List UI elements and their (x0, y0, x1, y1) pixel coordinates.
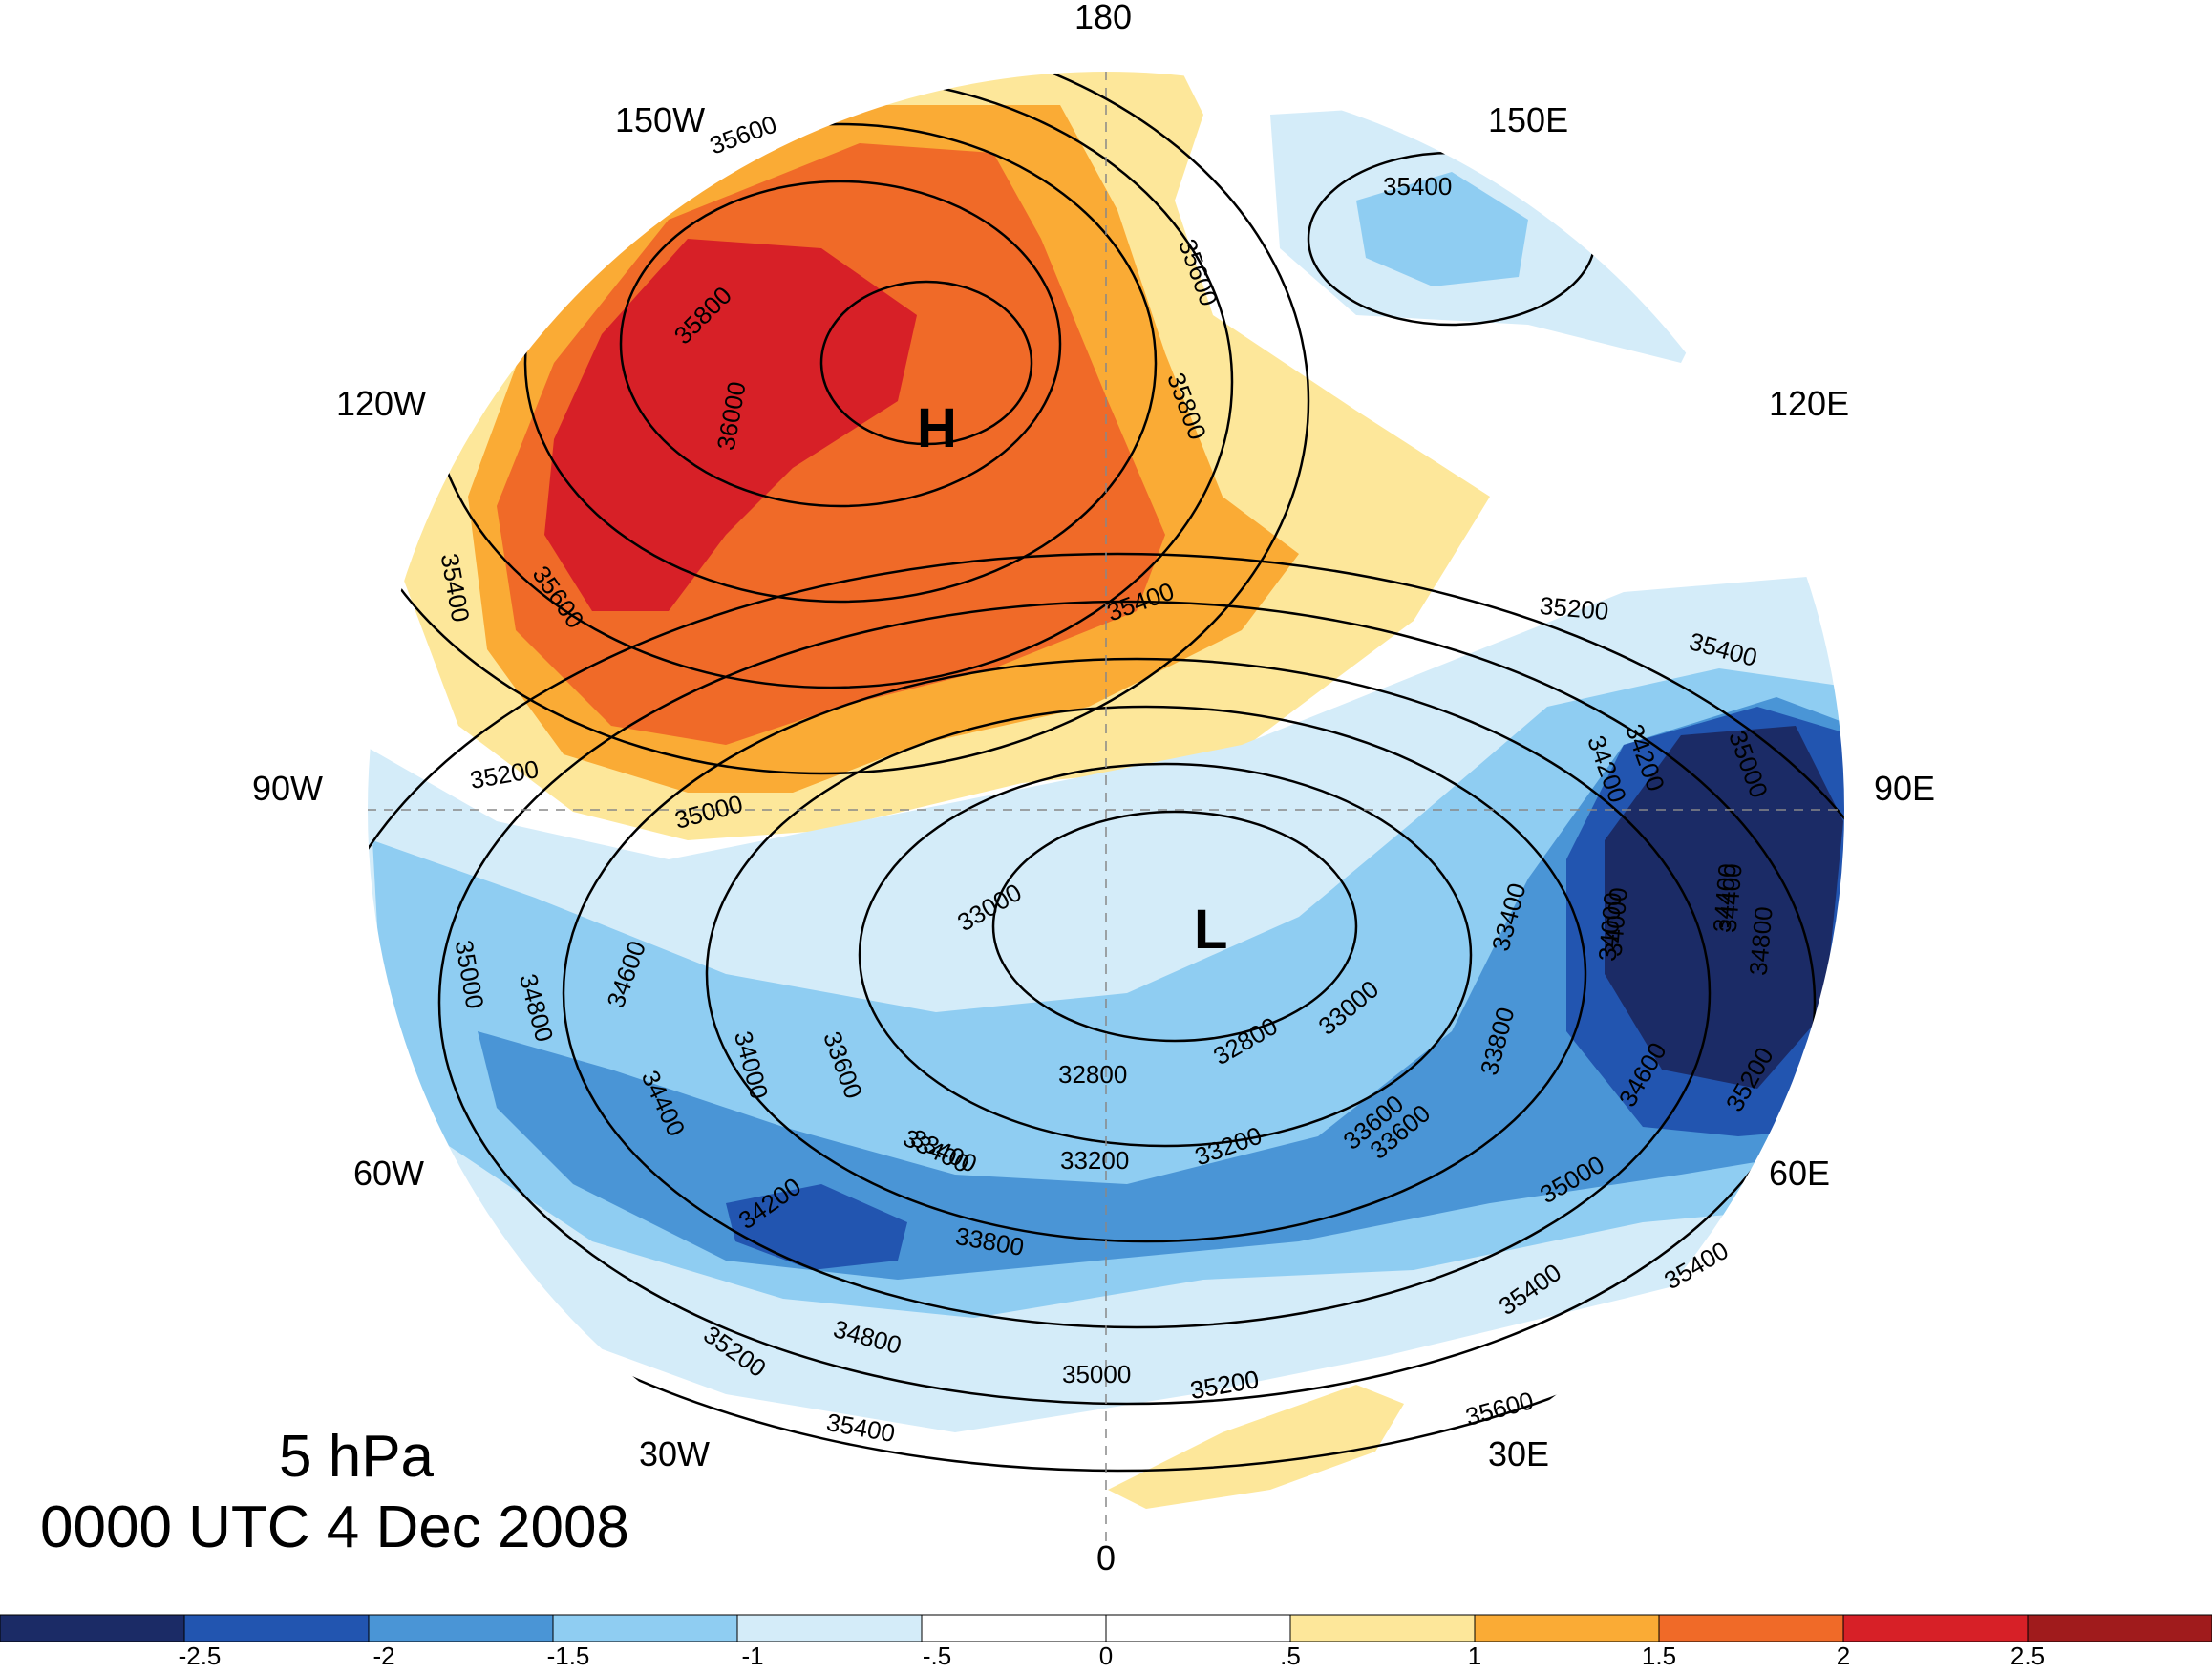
low-pressure-marker: L (1194, 899, 1228, 961)
anomaly-fill-neg-2.0-west (726, 1184, 907, 1270)
colorbar-box (736, 1614, 923, 1642)
contour-label: 35400 (1383, 172, 1453, 201)
colorbar-tick: 1.5 (1641, 1642, 1677, 1670)
colorbar-box (183, 1614, 370, 1642)
lon-label-60e: 60E (1769, 1154, 1831, 1193)
graticule (367, 71, 1845, 1549)
contour-label: 32800 (1058, 1060, 1128, 1089)
anomaly-fill-0.5-south (1108, 1385, 1404, 1509)
colorbar-box (0, 1614, 185, 1642)
colorbar-tick: -2 (372, 1642, 395, 1670)
lon-label-150e: 150E (1488, 100, 1569, 139)
colorbar-box (368, 1614, 554, 1642)
colorbar-box (1289, 1614, 1476, 1642)
colorbar-box (1842, 1614, 2029, 1642)
colorbar-box (552, 1614, 738, 1642)
colorbar-tick: 0 (1098, 1642, 1114, 1670)
lon-label-90w: 90W (252, 769, 324, 808)
lon-label-120w: 120W (336, 384, 427, 423)
contour-label: 34400 (1707, 862, 1742, 934)
colorbar-box (1474, 1614, 1660, 1642)
anomaly-fill-neg-2.5 (1605, 726, 1843, 1089)
lon-label-90e: 90E (1874, 769, 1936, 808)
colorbar-box (2027, 1614, 2212, 1642)
colorbar-tick: 2 (1836, 1642, 1851, 1670)
high-pressure-marker: H (917, 397, 957, 459)
anomaly-fill-neg-1.5 (478, 697, 1845, 1280)
lon-label-30w: 30W (639, 1434, 711, 1473)
colorbar-tick: -.5 (922, 1642, 952, 1670)
valid-time-title: 0000 UTC 4 Dec 2008 (40, 1494, 629, 1560)
polar-disk (367, 71, 1845, 1549)
contour-label: 35000 (1062, 1360, 1132, 1388)
contour-label: 34000 (1592, 891, 1627, 963)
colorbar-tick: 1 (1467, 1642, 1482, 1670)
colorbar-tick: -1.5 (546, 1642, 590, 1670)
colorbar (0, 1614, 2212, 1642)
contour-label: 33200 (1060, 1146, 1130, 1175)
anomaly-fill-2.0 (544, 239, 917, 611)
colorbar-tick: 2.5 (2010, 1642, 2046, 1670)
lon-label-120e: 120E (1769, 384, 1850, 423)
lon-label-180: 180 (1074, 0, 1133, 36)
colorbar-tick: -1 (741, 1642, 764, 1670)
contour-label: 34800 (1743, 905, 1778, 977)
globe-outline (366, 70, 1846, 1550)
colorbar-box (1658, 1614, 1844, 1642)
anomaly-fill-neg-1.0-ne (1356, 172, 1528, 286)
height-contours-low (367, 552, 1845, 1473)
colorbar-box (921, 1614, 1107, 1642)
lon-label-0: 0 (1096, 1538, 1117, 1578)
colorbar-tick: -2.5 (178, 1642, 222, 1670)
height-contours-high (367, 71, 1310, 775)
colorbar-tick: .5 (1280, 1642, 1301, 1670)
colorbar-box (1105, 1614, 1291, 1642)
lon-label-60w: 60W (353, 1154, 425, 1193)
pressure-level-title: 5 hPa (279, 1424, 435, 1490)
lon-label-30e: 30E (1488, 1434, 1550, 1473)
lon-label-150w: 150W (615, 100, 706, 139)
contour-label: 35200 (1538, 590, 1610, 626)
